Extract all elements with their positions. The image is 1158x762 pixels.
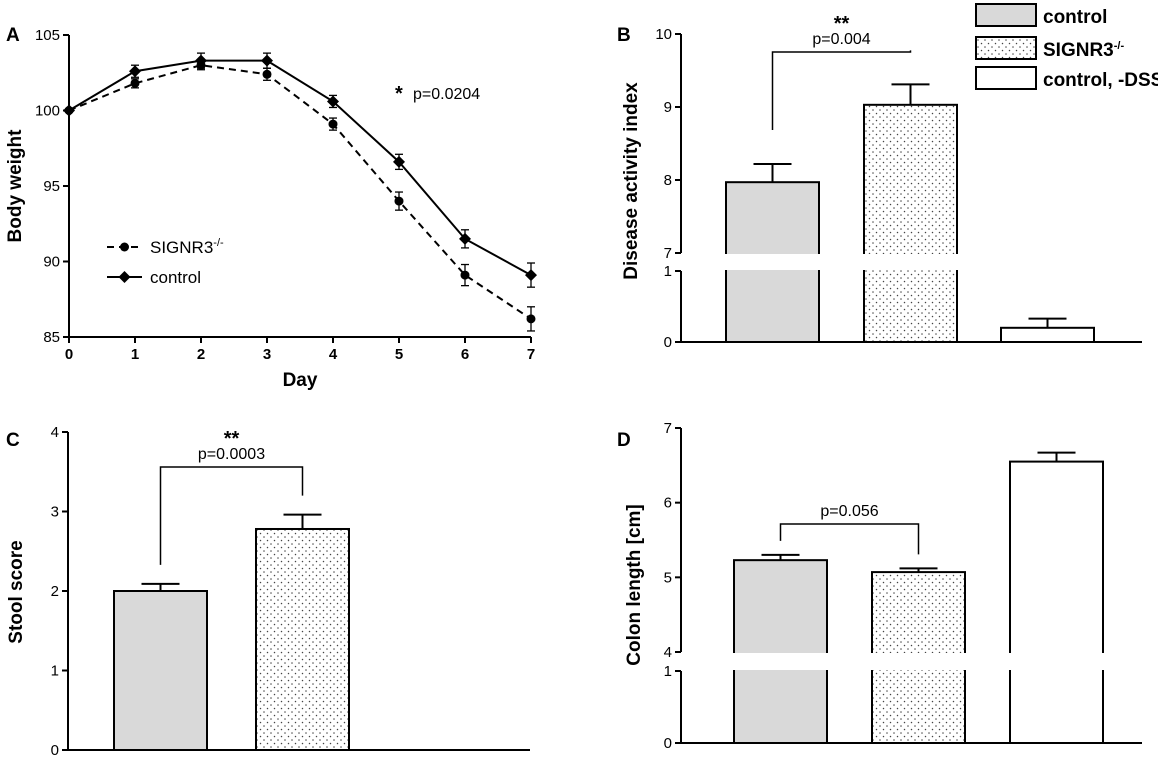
legend-label-signr3: SIGNR3-/- bbox=[1043, 40, 1124, 61]
p-value: p=0.0003 bbox=[198, 446, 265, 463]
y-tick-label: 6 bbox=[664, 495, 672, 512]
legend-label-control: control bbox=[1043, 7, 1107, 28]
y-tick-label: 1 bbox=[664, 663, 672, 680]
legend-label-control-dss: control, -DSS bbox=[1043, 70, 1158, 91]
y-tick-label: 100 bbox=[35, 103, 60, 120]
x-axis-title: Day bbox=[283, 370, 318, 391]
y-axis-title: Disease activity index bbox=[621, 82, 642, 280]
y-tick-label: 105 bbox=[35, 27, 60, 44]
data-point-control bbox=[261, 54, 273, 67]
data-point-control bbox=[63, 104, 75, 117]
legend-swatch-control-dss bbox=[975, 66, 1037, 90]
data-point-signr3 bbox=[130, 78, 140, 88]
legend-label-control: control bbox=[150, 268, 201, 287]
significance-stars: * bbox=[395, 83, 403, 105]
bar-control-dss bbox=[1000, 326, 1095, 343]
panel-letter-c: C bbox=[6, 430, 20, 451]
p-value: p=0.056 bbox=[820, 503, 878, 520]
significance-bracket bbox=[779, 523, 920, 555]
axis-break-gap bbox=[672, 653, 1145, 670]
x-tick-label: 7 bbox=[527, 346, 535, 363]
y-axis-title: Colon length [cm] bbox=[624, 504, 645, 665]
data-point-signr3 bbox=[328, 119, 338, 129]
data-point-signr3 bbox=[394, 196, 404, 206]
p-value: p=0.0204 bbox=[413, 86, 480, 103]
data-point-control bbox=[459, 232, 471, 245]
y-tick-label: 7 bbox=[664, 420, 672, 437]
y-tick-label: 0 bbox=[664, 735, 672, 752]
data-point-control bbox=[195, 54, 207, 67]
significance-bracket bbox=[159, 466, 304, 565]
x-tick-label: 2 bbox=[197, 346, 205, 363]
x-tick-label: 1 bbox=[131, 346, 139, 363]
axis-break-gap bbox=[672, 254, 1145, 270]
legend-label-signr3: SIGNR3-/- bbox=[150, 237, 224, 257]
y-tick-label: 4 bbox=[664, 644, 672, 661]
y-tick-label: 5 bbox=[664, 569, 672, 586]
x-tick-label: 3 bbox=[263, 346, 271, 363]
data-point-signr3 bbox=[526, 314, 536, 324]
series-line-signr3 bbox=[68, 64, 532, 320]
data-point-signr3 bbox=[262, 69, 272, 79]
panel-b: B Disease activity index 7 8 9 10 0 1 p=0.004** bbox=[617, 13, 1145, 351]
y-tick-label: 95 bbox=[43, 178, 60, 195]
legend-marker bbox=[120, 242, 129, 252]
y-tick-label: 1 bbox=[664, 263, 672, 280]
series-line-control bbox=[68, 59, 532, 276]
y-tick-label: 85 bbox=[43, 329, 60, 346]
bar-control bbox=[113, 590, 208, 751]
legend-swatch-control bbox=[975, 3, 1037, 27]
y-axis-title: Stool score bbox=[6, 540, 27, 643]
data-point-control bbox=[393, 155, 405, 168]
legend-marker bbox=[118, 271, 131, 283]
legend-swatch-signr3 bbox=[975, 36, 1037, 60]
y-tick-label: 90 bbox=[43, 254, 60, 271]
figure-legend: control SIGNR3-/- control, -DSS bbox=[975, 3, 1158, 91]
data-point-control bbox=[525, 269, 537, 282]
panel-a: A 85 90 95 100 105 0 1 2 3 4 5 6 7 Day Body weight SIGNR… bbox=[5, 25, 537, 391]
x-tick-label: 0 bbox=[65, 346, 73, 363]
x-tick-label: 4 bbox=[329, 346, 338, 363]
significance-stars: ** bbox=[224, 428, 240, 450]
panel-letter-d: D bbox=[617, 430, 631, 451]
y-tick-label: 1 bbox=[51, 663, 59, 680]
data-point-control bbox=[129, 65, 141, 78]
y-tick-label: 0 bbox=[664, 334, 672, 351]
y-tick-label: 7 bbox=[664, 245, 672, 262]
panel-letter-b: B bbox=[617, 25, 631, 46]
panel-c: C Stool score 0 1 2 3 4 p=0.0003** bbox=[6, 424, 530, 759]
x-tick-label: 5 bbox=[395, 346, 403, 363]
x-tick-label: 6 bbox=[461, 346, 469, 363]
y-tick-label: 0 bbox=[51, 742, 59, 759]
p-value: p=0.004 bbox=[812, 31, 870, 48]
y-tick-label: 2 bbox=[51, 583, 59, 600]
y-axis-title: Body weight bbox=[5, 129, 26, 243]
panel-d: D Colon length [cm] 4 5 6 7 0 1 p=0.056 bbox=[617, 420, 1145, 752]
data-point-signr3 bbox=[460, 270, 470, 280]
bar-control bbox=[733, 559, 828, 744]
bar-control-dss bbox=[1009, 460, 1104, 744]
significance-stars: ** bbox=[834, 13, 850, 35]
y-tick-label: 9 bbox=[664, 99, 672, 116]
y-tick-label: 3 bbox=[51, 504, 59, 521]
y-tick-label: 8 bbox=[664, 172, 672, 189]
data-point-control bbox=[327, 95, 339, 108]
bar-signr3 bbox=[863, 103, 958, 343]
bar-signr3 bbox=[255, 527, 350, 751]
panel-letter-a: A bbox=[6, 25, 20, 46]
y-tick-label: 10 bbox=[655, 26, 672, 43]
y-tick-label: 4 bbox=[51, 424, 59, 441]
significance-bracket bbox=[771, 50, 912, 130]
